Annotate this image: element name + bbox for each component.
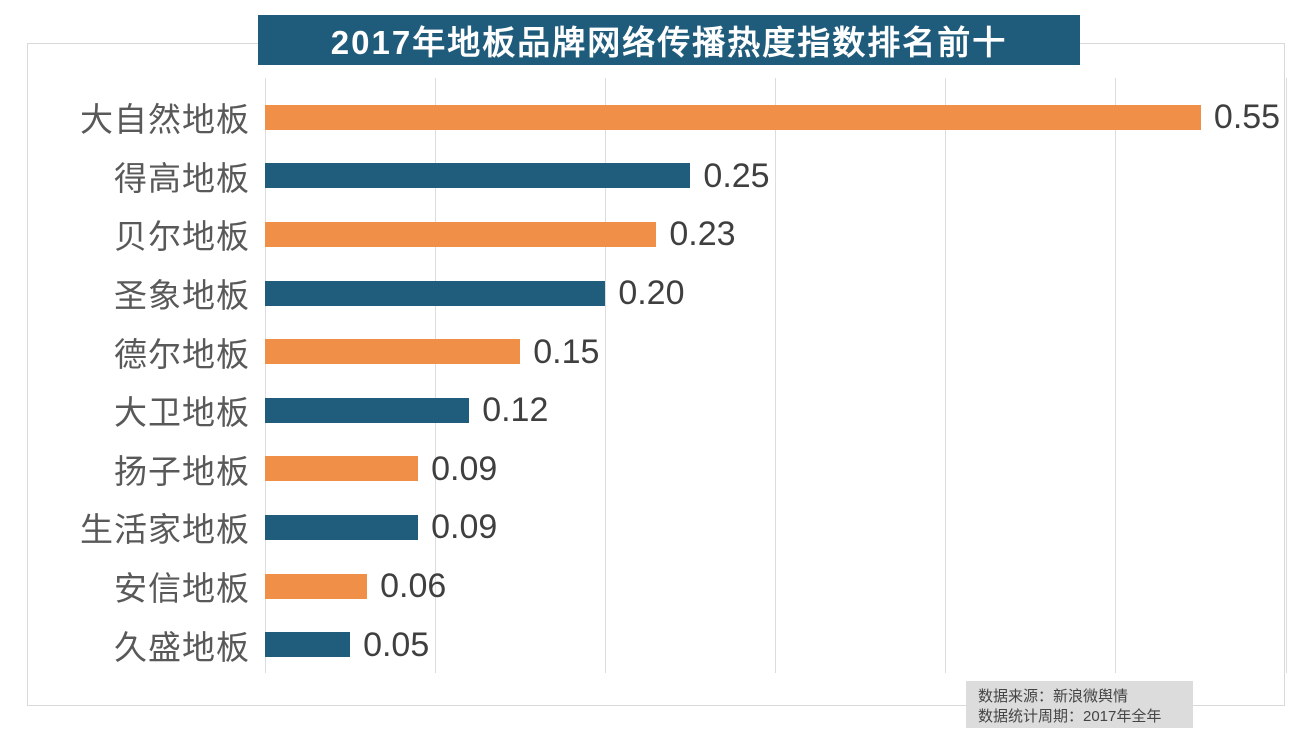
bar-track: 0.09 xyxy=(265,440,1286,499)
gridline xyxy=(264,78,266,673)
chart-row: 大卫地板 0.12 xyxy=(40,381,1286,440)
category-label: 久盛地板 xyxy=(114,628,250,666)
bar xyxy=(265,632,351,658)
bar xyxy=(265,514,419,540)
bar-track: 0.55 xyxy=(265,88,1286,147)
bar-track: 0.12 xyxy=(265,381,1286,440)
value-label: 0.20 xyxy=(618,274,685,313)
value-label: 0.25 xyxy=(703,156,770,195)
bar xyxy=(265,339,521,365)
bar xyxy=(265,280,606,306)
bar xyxy=(265,104,1201,130)
chart-row: 大自然地板 0.55 xyxy=(40,88,1286,147)
gridline xyxy=(604,78,606,673)
chart-title-banner: 2017年地板品牌网络传播热度指数排名前十 xyxy=(258,15,1080,65)
chart-row: 安信地板 0.06 xyxy=(40,557,1286,616)
source-line: 数据来源：新浪微舆情 xyxy=(978,688,1129,705)
gridline xyxy=(1285,78,1287,673)
value-label: 0.09 xyxy=(431,449,498,488)
gridline xyxy=(775,78,776,673)
data-source-note: 数据来源：新浪微舆情 数据统计周期：2017年全年 xyxy=(966,681,1193,728)
value-label: 0.05 xyxy=(363,625,430,664)
bar-track: 0.20 xyxy=(265,264,1286,323)
bar xyxy=(265,573,368,599)
value-label: 0.06 xyxy=(380,567,447,606)
value-label: 0.15 xyxy=(533,332,600,371)
bar xyxy=(265,397,470,423)
category-label: 安信地板 xyxy=(114,570,250,608)
category-label: 德尔地板 xyxy=(114,335,250,373)
bar-track: 0.05 xyxy=(265,615,1286,674)
category-label: 大自然地板 xyxy=(80,101,250,139)
chart-row: 扬子地板 0.09 xyxy=(40,440,1286,499)
category-label: 生活家地板 xyxy=(80,511,250,549)
bar-track: 0.09 xyxy=(265,498,1286,557)
category-label: 得高地板 xyxy=(114,159,250,197)
bar-track: 0.23 xyxy=(265,205,1286,264)
category-label: 贝尔地板 xyxy=(114,218,250,256)
category-label: 扬子地板 xyxy=(114,452,250,490)
value-label: 0.23 xyxy=(669,215,736,254)
chart-row: 生活家地板 0.09 xyxy=(40,498,1286,557)
bar-track: 0.06 xyxy=(265,557,1286,616)
category-label: 圣象地板 xyxy=(114,277,250,315)
value-label: 0.09 xyxy=(431,508,498,547)
chart-row: 德尔地板 0.15 xyxy=(40,322,1286,381)
bar xyxy=(265,163,691,189)
bar xyxy=(265,221,657,247)
gridline xyxy=(1115,78,1117,673)
value-label: 0.55 xyxy=(1213,98,1281,137)
gridline xyxy=(945,78,947,673)
chart-row: 久盛地板 0.05 xyxy=(40,615,1286,674)
bar-track: 0.15 xyxy=(265,322,1286,381)
chart-row: 得高地板 0.25 xyxy=(40,147,1286,206)
category-label: 大卫地板 xyxy=(114,394,250,432)
chart-row: 贝尔地板 0.23 xyxy=(40,205,1286,264)
value-label: 0.12 xyxy=(482,391,549,430)
plot-area xyxy=(264,78,1287,673)
gridline xyxy=(434,78,436,673)
bar xyxy=(265,456,419,482)
statistic-period-line: 数据统计周期：2017年全年 xyxy=(978,708,1162,726)
chart-row: 圣象地板 0.20 xyxy=(40,264,1286,323)
bar-rows-container: 大自然地板 0.55 得高地板 0.25 贝尔地板 0.23 圣象地板 0.20 德尔地板 0.1… xyxy=(40,88,1286,674)
bar-track: 0.25 xyxy=(265,147,1286,206)
